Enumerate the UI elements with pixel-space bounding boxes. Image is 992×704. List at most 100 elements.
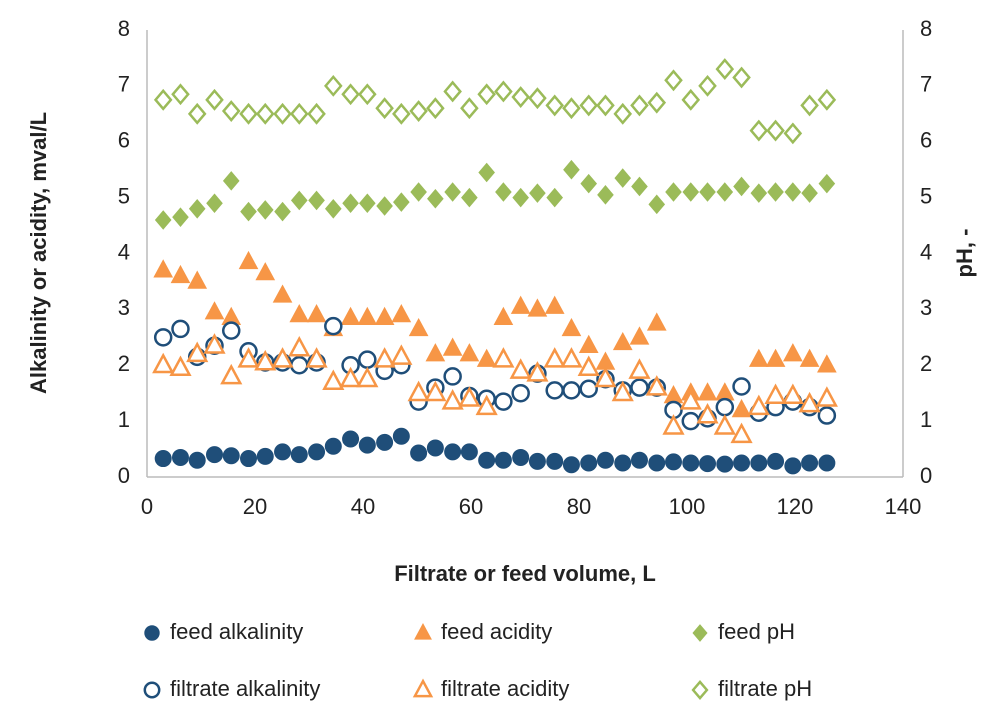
point: [764, 383, 787, 404]
x-tick-label: 120: [777, 494, 814, 519]
point: [818, 173, 836, 194]
point: [648, 194, 666, 215]
point: [545, 381, 564, 400]
legend-label: feed alkalinity: [170, 619, 303, 644]
x-axis-title: Filtrate or feed volume, L: [394, 561, 656, 586]
point: [255, 102, 275, 125]
point: [358, 350, 377, 369]
point: [408, 317, 429, 337]
point: [409, 100, 428, 122]
point: [188, 451, 206, 469]
y2-tick-label: 6: [920, 128, 932, 153]
point: [529, 183, 546, 203]
point: [221, 100, 241, 122]
point: [152, 352, 175, 374]
point: [306, 304, 327, 323]
point: [392, 427, 410, 445]
point: [766, 119, 785, 142]
x-tick-label: 0: [141, 494, 153, 519]
point: [767, 182, 784, 202]
point: [732, 377, 751, 396]
point: [528, 87, 547, 110]
point: [665, 182, 682, 202]
point: [391, 304, 412, 323]
point: [818, 454, 836, 472]
point: [290, 190, 308, 211]
point: [308, 443, 326, 461]
point: [239, 102, 258, 125]
point: [596, 451, 614, 469]
point: [342, 193, 359, 213]
point: [526, 361, 549, 382]
point: [801, 183, 818, 203]
point: [561, 317, 582, 337]
point: [614, 454, 632, 472]
point: [612, 331, 633, 351]
y2-tick-label: 4: [920, 239, 932, 264]
point: [646, 312, 667, 331]
y-tick-label: 1: [118, 407, 130, 432]
point: [512, 187, 529, 208]
y2-axis-title: pH, -: [952, 229, 977, 278]
legend-label: filtrate alkalinity: [170, 676, 320, 701]
point: [342, 430, 360, 448]
point: [205, 88, 224, 111]
point: [798, 391, 821, 413]
point: [630, 378, 649, 397]
point: [580, 173, 598, 194]
y-tick-label: 8: [118, 16, 130, 41]
point: [492, 347, 515, 368]
point: [206, 446, 223, 464]
point: [427, 188, 444, 209]
point: [510, 295, 531, 314]
point: [153, 259, 174, 278]
point: [750, 454, 768, 472]
x-tick-label: 80: [567, 494, 591, 519]
point: [256, 447, 274, 465]
point: [273, 102, 292, 125]
point: [495, 182, 512, 202]
point: [580, 454, 598, 472]
point: [647, 91, 667, 114]
point: [410, 444, 428, 462]
point: [696, 403, 719, 424]
point: [188, 199, 206, 219]
point: [206, 193, 223, 213]
point: [254, 349, 277, 371]
point: [274, 201, 291, 222]
point: [339, 366, 362, 388]
point: [460, 443, 478, 461]
point: [255, 262, 276, 281]
point: [357, 306, 378, 326]
point: [477, 83, 496, 106]
legend-marker: [412, 678, 434, 698]
point: [186, 341, 209, 363]
y-tick-label: 5: [118, 183, 130, 208]
point: [546, 187, 564, 208]
point: [817, 88, 837, 111]
point: [732, 66, 751, 89]
point: [715, 58, 735, 81]
point: [511, 86, 530, 108]
point: [443, 367, 462, 386]
point: [543, 347, 566, 368]
point: [240, 450, 258, 468]
point: [562, 381, 581, 400]
point: [629, 326, 650, 345]
point: [172, 207, 189, 227]
point: [716, 182, 734, 202]
point: [461, 187, 478, 208]
point: [801, 454, 819, 472]
point: [747, 394, 770, 416]
point: [698, 74, 717, 97]
legend-label: feed acidity: [441, 619, 552, 644]
point: [716, 455, 734, 473]
point: [494, 451, 512, 469]
y2-tick-label: 5: [920, 183, 932, 208]
point: [783, 343, 803, 362]
point: [171, 83, 190, 106]
y2-tick-label: 8: [920, 16, 932, 41]
point: [221, 321, 241, 340]
legend-marker: [143, 681, 161, 699]
